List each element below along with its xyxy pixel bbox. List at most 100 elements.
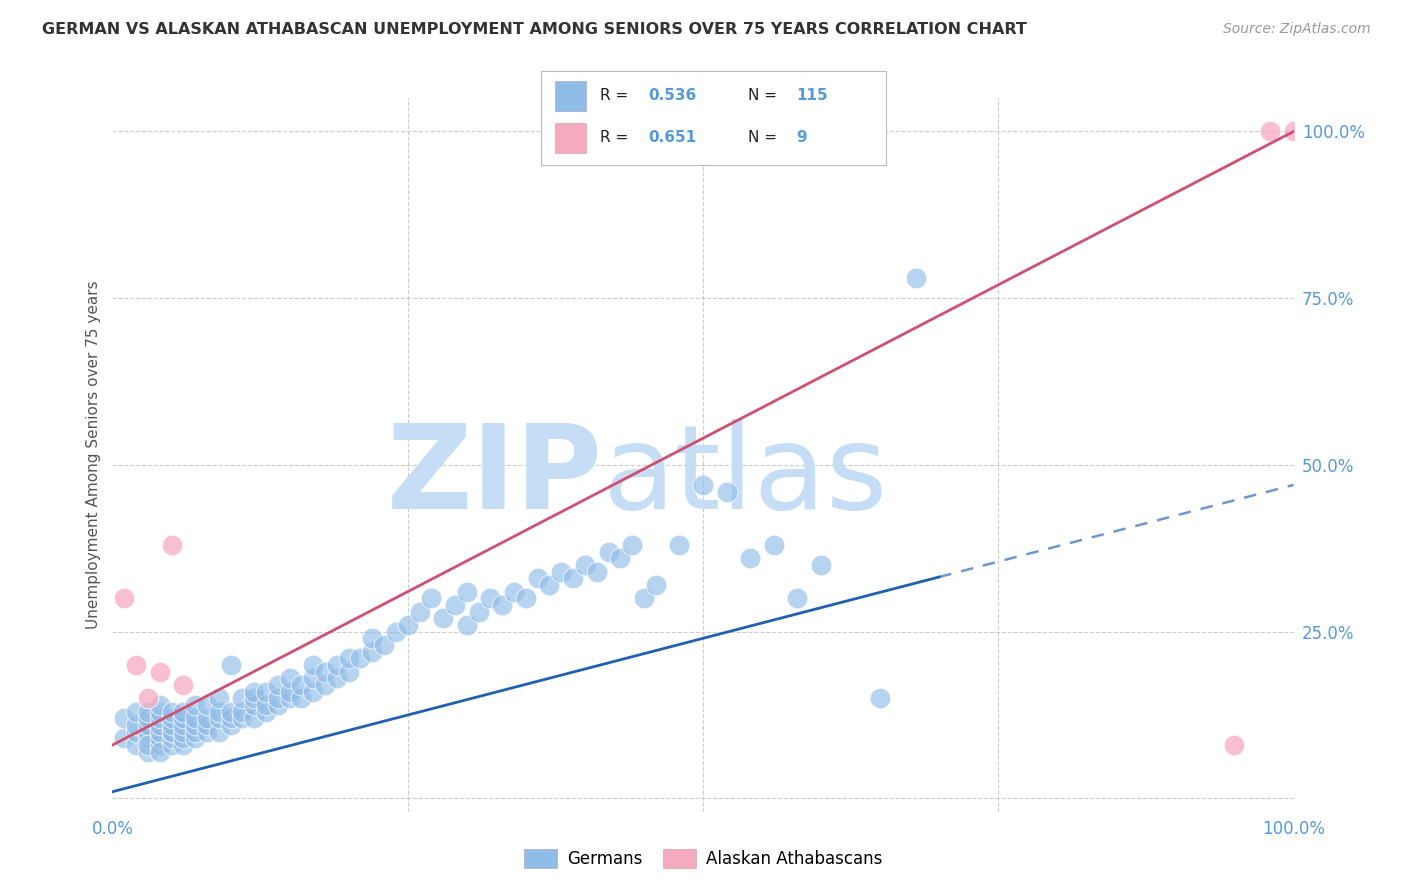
Point — [869, 691, 891, 706]
Point — [125, 718, 148, 732]
Point — [172, 705, 194, 719]
Point — [125, 738, 148, 752]
Point — [172, 731, 194, 746]
Point — [503, 584, 526, 599]
Point — [231, 711, 253, 725]
Point — [267, 691, 290, 706]
Point — [136, 731, 159, 746]
Point — [574, 558, 596, 572]
Point — [136, 705, 159, 719]
Point — [668, 538, 690, 552]
Point — [208, 711, 231, 725]
Point — [160, 711, 183, 725]
Text: 115: 115 — [796, 87, 828, 103]
Text: atlas: atlas — [603, 419, 889, 533]
Point — [112, 711, 135, 725]
Text: R =: R = — [600, 87, 633, 103]
Text: ZIP: ZIP — [387, 419, 603, 533]
Point — [195, 724, 218, 739]
Point — [136, 738, 159, 752]
Point — [136, 724, 159, 739]
Point — [160, 724, 183, 739]
Point — [184, 698, 207, 712]
Point — [550, 565, 572, 579]
Point — [243, 691, 266, 706]
Point — [762, 538, 785, 552]
Point — [267, 698, 290, 712]
Point — [231, 705, 253, 719]
Point — [219, 705, 242, 719]
Point — [149, 705, 172, 719]
Point — [231, 691, 253, 706]
Point — [538, 578, 561, 592]
Text: R =: R = — [600, 130, 633, 145]
Point — [444, 598, 467, 612]
Point — [278, 691, 301, 706]
Point — [432, 611, 454, 625]
Text: 9: 9 — [796, 130, 807, 145]
Point — [373, 638, 395, 652]
Text: 0.651: 0.651 — [648, 130, 696, 145]
Point — [479, 591, 502, 606]
Point — [195, 718, 218, 732]
Point — [692, 478, 714, 492]
Point — [290, 678, 312, 692]
Point — [136, 691, 159, 706]
Point — [740, 551, 762, 566]
Text: N =: N = — [748, 130, 782, 145]
Y-axis label: Unemployment Among Seniors over 75 years: Unemployment Among Seniors over 75 years — [86, 281, 101, 629]
Point — [172, 678, 194, 692]
Point — [136, 745, 159, 759]
Point — [125, 724, 148, 739]
Point — [184, 731, 207, 746]
Point — [219, 658, 242, 673]
Text: GERMAN VS ALASKAN ATHABASCAN UNEMPLOYMENT AMONG SENIORS OVER 75 YEARS CORRELATIO: GERMAN VS ALASKAN ATHABASCAN UNEMPLOYMEN… — [42, 22, 1026, 37]
Point — [810, 558, 832, 572]
Point — [456, 584, 478, 599]
Point — [243, 698, 266, 712]
Point — [149, 711, 172, 725]
Text: 0.536: 0.536 — [648, 87, 696, 103]
Point — [337, 665, 360, 679]
Point — [149, 731, 172, 746]
Point — [314, 665, 336, 679]
Point — [149, 718, 172, 732]
Point — [136, 711, 159, 725]
FancyBboxPatch shape — [555, 81, 586, 111]
Legend: Germans, Alaskan Athabascans: Germans, Alaskan Athabascans — [517, 842, 889, 875]
Point — [219, 711, 242, 725]
Point — [219, 718, 242, 732]
Point — [337, 651, 360, 665]
Point — [904, 271, 927, 285]
Point — [515, 591, 537, 606]
Point — [136, 718, 159, 732]
Point — [160, 538, 183, 552]
Point — [621, 538, 644, 552]
Point — [208, 705, 231, 719]
Point — [716, 484, 738, 499]
Point — [184, 718, 207, 732]
Point — [125, 705, 148, 719]
Point — [385, 624, 408, 639]
Point — [278, 684, 301, 698]
Point — [598, 544, 620, 558]
Point — [172, 738, 194, 752]
Point — [1258, 124, 1281, 138]
Point — [314, 678, 336, 692]
Text: N =: N = — [748, 87, 782, 103]
Point — [562, 571, 585, 585]
Point — [125, 658, 148, 673]
Point — [149, 665, 172, 679]
Point — [208, 691, 231, 706]
Point — [160, 738, 183, 752]
Point — [184, 711, 207, 725]
Point — [160, 705, 183, 719]
Point — [254, 684, 277, 698]
Point — [302, 658, 325, 673]
Point — [349, 651, 371, 665]
Point — [149, 698, 172, 712]
Point — [160, 718, 183, 732]
Point — [1223, 738, 1246, 752]
Point — [786, 591, 808, 606]
Point — [278, 671, 301, 685]
